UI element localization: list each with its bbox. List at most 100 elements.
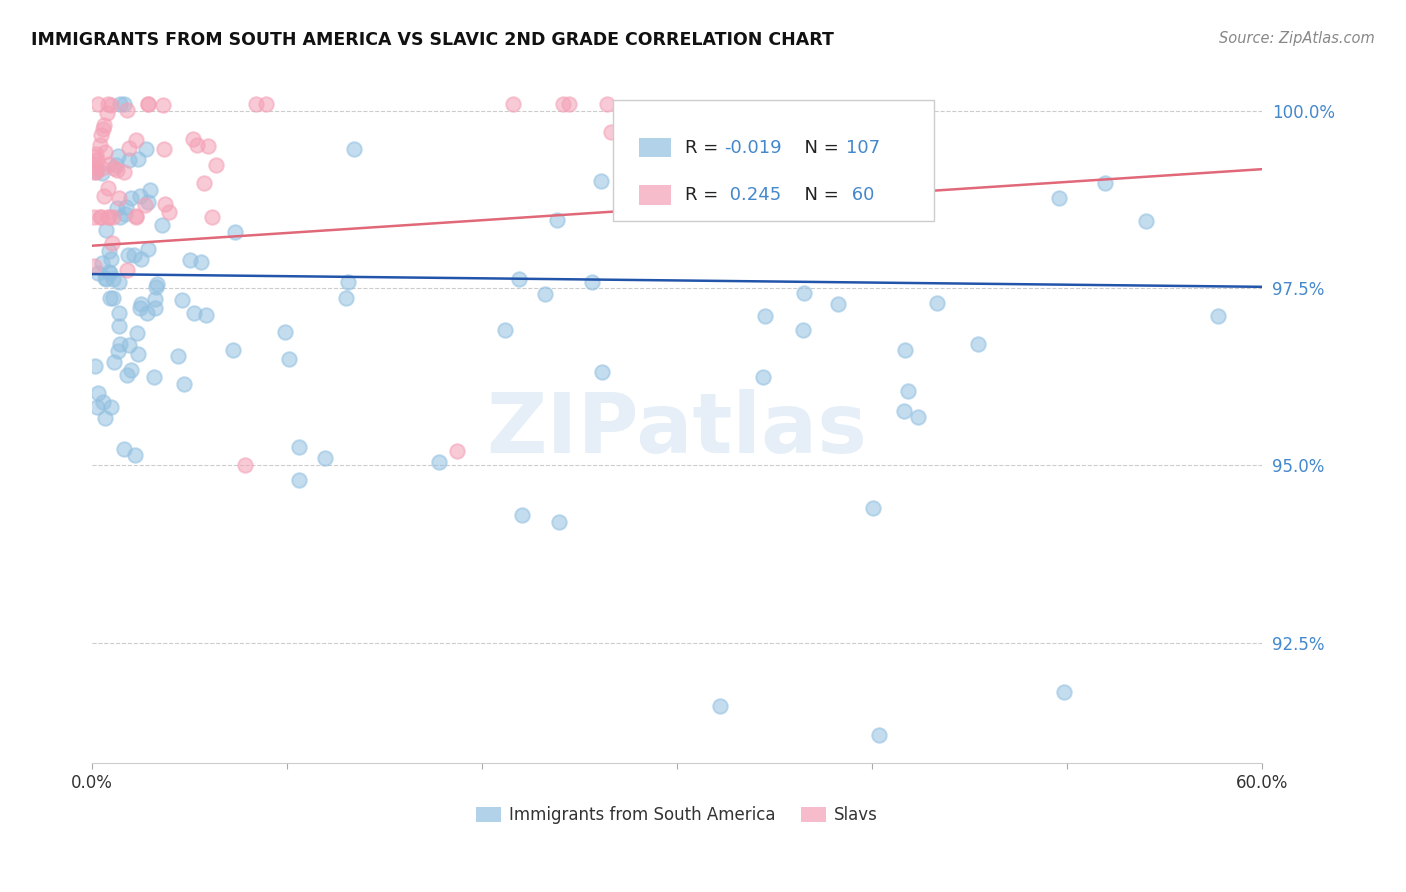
- Point: [143, 301, 166, 315]
- Point: [256, 97, 278, 112]
- Point: [751, 370, 773, 384]
- Point: [129, 252, 152, 266]
- Point: [233, 458, 256, 473]
- Point: [138, 97, 160, 112]
- Text: 0.245: 0.245: [724, 186, 782, 204]
- Point: [108, 210, 131, 224]
- Point: [195, 308, 218, 322]
- Point: [103, 355, 125, 369]
- Point: [128, 189, 150, 203]
- Point: [87, 385, 110, 400]
- Point: [93, 411, 115, 425]
- Point: [125, 211, 148, 225]
- Text: 107: 107: [845, 138, 880, 157]
- Point: [792, 322, 814, 336]
- Point: [224, 225, 246, 239]
- Point: [115, 200, 138, 214]
- Point: [793, 286, 815, 301]
- Point: [136, 242, 159, 256]
- Point: [314, 451, 336, 466]
- Point: [83, 161, 105, 176]
- Point: [1094, 176, 1116, 190]
- Point: [100, 291, 122, 305]
- Point: [827, 297, 849, 311]
- Point: [100, 98, 122, 112]
- Text: R =: R =: [685, 138, 724, 157]
- Point: [105, 158, 128, 172]
- Point: [112, 165, 135, 179]
- Point: [94, 270, 117, 285]
- Point: [93, 118, 115, 132]
- Point: [101, 291, 124, 305]
- Point: [118, 153, 141, 167]
- Point: [83, 211, 105, 225]
- Point: [97, 211, 120, 225]
- Point: [90, 255, 112, 269]
- Point: [124, 210, 146, 224]
- FancyBboxPatch shape: [638, 138, 671, 157]
- Point: [114, 206, 136, 220]
- Point: [222, 343, 245, 357]
- Point: [107, 149, 129, 163]
- Point: [288, 473, 311, 487]
- Point: [1049, 191, 1071, 205]
- Point: [893, 404, 915, 418]
- Point: [93, 145, 115, 160]
- Point: [84, 165, 107, 179]
- Point: [100, 400, 122, 414]
- Point: [129, 297, 152, 311]
- Point: [96, 223, 118, 237]
- Legend: Immigrants from South America, Slavs: Immigrants from South America, Slavs: [477, 806, 879, 824]
- Point: [139, 183, 162, 197]
- Point: [90, 211, 112, 225]
- Point: [245, 97, 267, 112]
- Point: [548, 515, 571, 529]
- Point: [591, 365, 613, 379]
- Point: [754, 309, 776, 323]
- Point: [87, 266, 110, 280]
- Point: [287, 441, 309, 455]
- Point: [172, 293, 194, 307]
- Point: [105, 201, 128, 215]
- Point: [93, 189, 115, 203]
- Point: [134, 198, 156, 212]
- Point: [1135, 214, 1157, 228]
- Point: [83, 157, 105, 171]
- Point: [91, 166, 114, 180]
- Point: [512, 508, 534, 522]
- Point: [146, 277, 169, 291]
- Point: [122, 248, 145, 262]
- Point: [103, 161, 125, 175]
- Point: [274, 325, 297, 339]
- Point: [127, 152, 149, 166]
- Point: [508, 271, 530, 285]
- Text: -0.019: -0.019: [724, 138, 782, 157]
- Point: [127, 326, 149, 340]
- Point: [173, 377, 195, 392]
- Point: [135, 143, 157, 157]
- Point: [97, 97, 120, 112]
- Text: 60: 60: [845, 186, 875, 204]
- Point: [157, 205, 180, 219]
- Point: [108, 306, 131, 320]
- Point: [105, 163, 128, 178]
- Point: [709, 699, 731, 714]
- Point: [118, 338, 141, 352]
- Point: [186, 137, 208, 152]
- Point: [558, 97, 581, 112]
- Point: [966, 336, 988, 351]
- Point: [446, 444, 468, 458]
- Point: [181, 132, 204, 146]
- Point: [83, 165, 105, 179]
- Point: [91, 122, 114, 136]
- Point: [591, 174, 613, 188]
- Point: [120, 363, 142, 377]
- Text: N =: N =: [793, 138, 845, 157]
- Point: [427, 455, 450, 469]
- Point: [118, 141, 141, 155]
- Point: [108, 191, 131, 205]
- Point: [127, 347, 149, 361]
- Point: [581, 275, 603, 289]
- Point: [502, 97, 524, 112]
- Point: [86, 400, 108, 414]
